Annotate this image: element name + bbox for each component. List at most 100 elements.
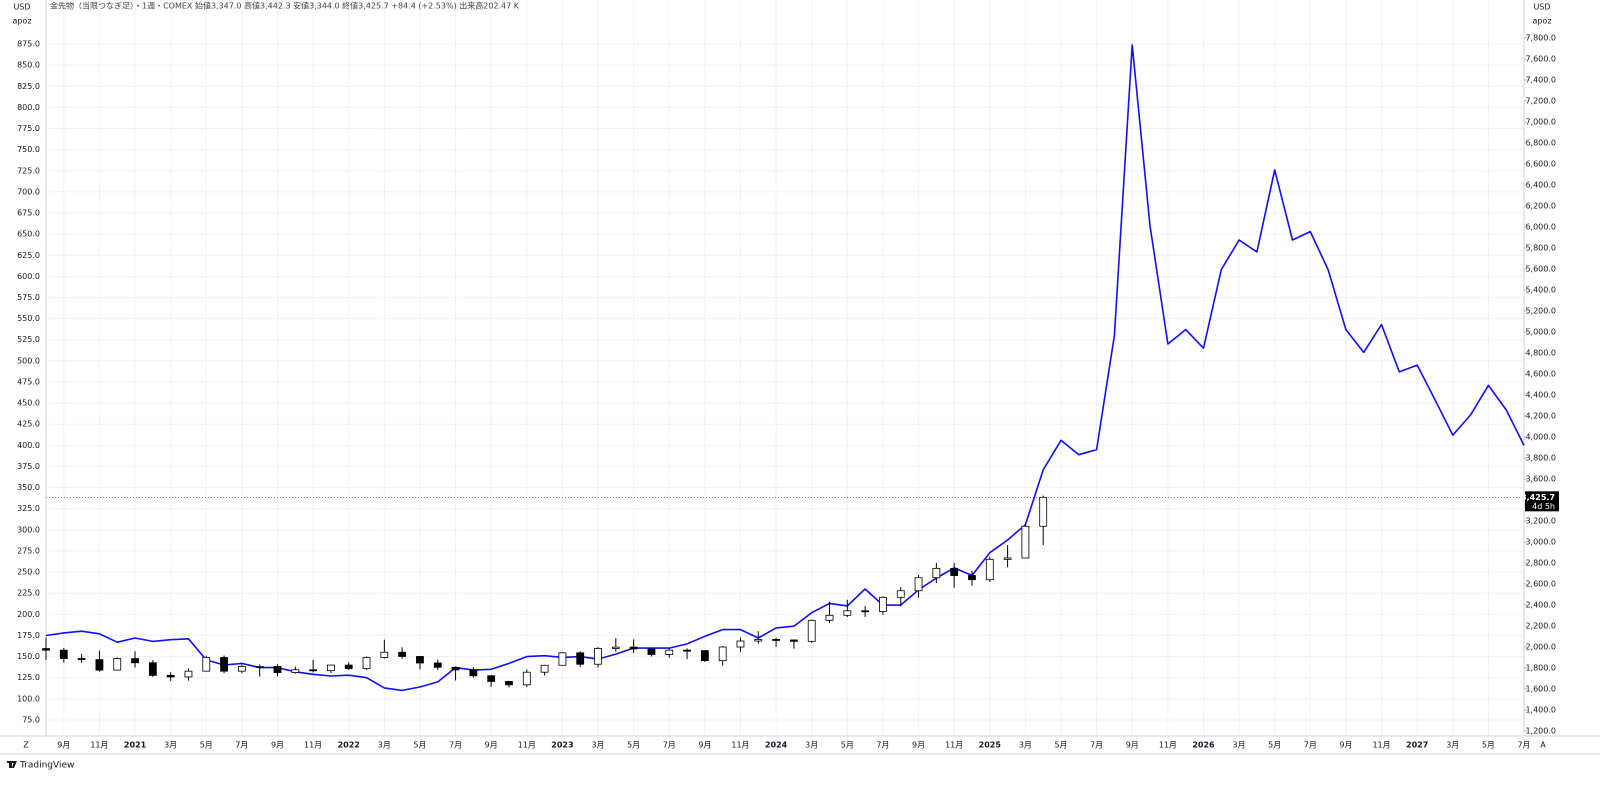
x-tick-label: 7月 [1304, 741, 1317, 750]
candle-body [505, 681, 513, 686]
candle-body [1021, 525, 1030, 559]
candle-body [968, 575, 976, 581]
y2-tick-label: 6,800.0 [1525, 139, 1556, 148]
y2-tick-label: 5,800.0 [1525, 244, 1556, 253]
y2-tick-label: 2,200.0 [1525, 622, 1556, 631]
candle-body [629, 646, 638, 650]
candle-body [237, 666, 246, 672]
y-tick-label: 275.0 [17, 546, 40, 555]
x-tick-label: 9月 [698, 741, 711, 750]
candle-body [540, 664, 549, 673]
y2-tick-label: 7,600.0 [1525, 55, 1556, 64]
x-tick-label: 11月 [1159, 741, 1177, 750]
candle-body [861, 610, 870, 613]
candle-body [594, 648, 602, 665]
y2-tick-label: 5,400.0 [1525, 286, 1556, 295]
y2-tick-label: 2,000.0 [1525, 643, 1556, 652]
candle-body [380, 651, 389, 658]
last-price-label: 3,425.7 [1521, 493, 1555, 502]
last-price-tag [1525, 491, 1559, 512]
y2-tick-label: 3,000.0 [1525, 538, 1556, 547]
y-tick-label: 175.0 [17, 631, 40, 640]
y-tick-label: 75.0 [22, 715, 40, 724]
y2-name: apoz [1532, 17, 1551, 26]
x-tick-label: 3月 [805, 741, 818, 750]
y2-tick-label: 6,400.0 [1525, 181, 1556, 190]
x-tick-label: 9月 [912, 741, 925, 750]
brand-logo [7, 761, 17, 768]
candle-body [344, 664, 353, 669]
candle-body [754, 639, 763, 642]
candle-body [148, 662, 157, 676]
x-tick-label: 9月 [1126, 741, 1139, 750]
y-tick-label: 450.0 [17, 399, 40, 408]
x-tick-label: 11月 [1372, 741, 1390, 750]
x-tick-label: 2023 [551, 741, 573, 750]
brand[interactable]: TradingView [19, 761, 74, 771]
y2-tick-label: 4,400.0 [1525, 391, 1556, 400]
y2-tick-label: 2,400.0 [1525, 601, 1556, 610]
x-tick-label: 3月 [378, 741, 391, 750]
candle-body [273, 666, 282, 673]
candle-body [291, 669, 300, 673]
x-tick-label: 7月 [663, 741, 676, 750]
candle-body [790, 639, 798, 642]
y-tick-label: 650.0 [17, 230, 40, 239]
x-tick-label: 7月 [1090, 741, 1103, 750]
x-tick-label: 5月 [413, 741, 426, 750]
x-tick-label: 7月 [876, 741, 889, 750]
y-tick-label: 800.0 [17, 103, 40, 112]
candle-body [914, 577, 923, 592]
y-tick-label: 375.0 [17, 462, 40, 471]
x-tick-label: 2024 [765, 741, 788, 750]
y2-tick-label: 3,800.0 [1525, 454, 1556, 463]
y-tick-label: 200.0 [17, 610, 40, 619]
y-tick-label: 725.0 [17, 166, 40, 175]
x-tick-label: 5月 [1268, 741, 1281, 750]
y-tick-label: 875.0 [17, 40, 40, 49]
candle-body [255, 666, 264, 668]
candle-body [985, 558, 994, 581]
x-tick-label: 11月 [304, 741, 322, 750]
candle-body [202, 657, 211, 672]
y-tick-label: 350.0 [17, 483, 40, 492]
candle-body [1039, 496, 1048, 527]
x-tick-label: 5月 [1482, 741, 1495, 750]
candle-body [166, 674, 175, 678]
candle-body [309, 669, 318, 672]
candle-body [1003, 557, 1012, 560]
auto-scale-button[interactable]: A [1540, 741, 1546, 750]
y2-tick-label: 6,600.0 [1525, 160, 1556, 169]
x-tick-label: 7月 [449, 741, 462, 750]
y-tick-label: 400.0 [17, 441, 40, 450]
candle-body [879, 596, 887, 612]
x-tick-label: 11月 [518, 741, 536, 750]
y-tick-label: 575.0 [17, 293, 40, 302]
candle-body [718, 646, 727, 662]
candle-body [451, 666, 460, 671]
y-tick-label: 475.0 [17, 377, 40, 386]
x-tick-label: 3月 [164, 741, 177, 750]
candle-body [950, 567, 959, 576]
y2-tick-label: 6,200.0 [1525, 202, 1556, 211]
y2-unit: USD [1533, 3, 1550, 12]
x-tick-label: 11月 [90, 741, 108, 750]
timezone-button[interactable]: Z [23, 741, 29, 750]
y-tick-label: 150.0 [17, 652, 40, 661]
x-tick-label: 7月 [1517, 741, 1530, 750]
y2-tick-label: 4,000.0 [1525, 433, 1556, 442]
x-tick-label: 9月 [57, 741, 70, 750]
y2-tick-label: 1,200.0 [1525, 727, 1556, 736]
countdown-label: 4d 5h [1532, 502, 1555, 511]
y-tick-label: 525.0 [17, 335, 40, 344]
candle-body [220, 657, 228, 672]
y2-tick-label: 5,600.0 [1525, 265, 1556, 274]
candle-body [95, 659, 104, 671]
candle-body [932, 567, 941, 579]
y-name: apoz [12, 17, 31, 26]
candle-body [487, 675, 496, 682]
x-tick-label: 9月 [1339, 741, 1352, 750]
y2-tick-label: 7,800.0 [1525, 34, 1556, 43]
y-unit: USD [13, 3, 30, 12]
